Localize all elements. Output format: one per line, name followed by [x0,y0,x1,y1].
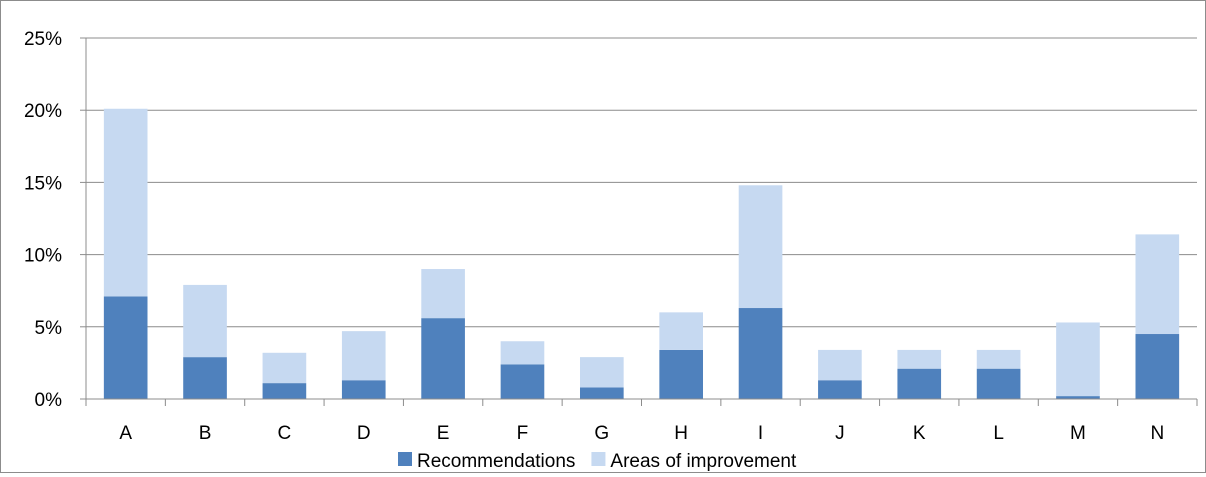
legend-label-areas-of-improvement: Areas of improvement [610,451,797,472]
x-tick-label: N [1150,423,1164,444]
bar-areas-of-improvement-g [579,357,624,388]
bar-recommendations-d [341,380,386,399]
x-tick-label: G [594,423,609,444]
x-tick-label: D [357,423,371,444]
bar-areas-of-improvement-c [262,352,307,384]
bar-recommendations-a [103,296,148,399]
x-tick-label: F [517,423,529,444]
x-tick-label: B [199,423,212,444]
y-tick-label: 0% [35,390,63,411]
bar-areas-of-improvement-i [738,185,783,309]
bar-recommendations-m [1056,396,1100,399]
x-tick-label: L [993,423,1004,444]
bar-recommendations-f [500,364,545,399]
bar-areas-of-improvement-b [183,284,227,358]
x-tick-label: J [835,423,845,444]
bar-areas-of-improvement-e [421,269,465,319]
bar-areas-of-improvement-k [897,349,942,369]
y-tick-label: 5% [35,318,63,339]
bar-areas-of-improvement-h [659,312,704,350]
bar-recommendations-n [1135,334,1180,399]
bar-areas-of-improvement-j [818,349,862,381]
bar-areas-of-improvement-l [976,349,1021,369]
bar-recommendations-c [262,383,307,399]
bar-recommendations-j [818,380,862,399]
legend-label-recommendations: Recommendations [417,451,575,472]
y-tick-label: 15% [24,173,62,194]
bar-areas-of-improvement-m [1056,322,1100,397]
y-tick-label: 25% [24,29,62,50]
x-tick-label: H [674,423,688,444]
legend-swatch-areas-of-improvement [591,452,606,466]
legend-swatch-recommendations [398,452,412,466]
x-tick-label: K [913,423,926,444]
bar-areas-of-improvement-a [103,108,148,297]
bar-areas-of-improvement-n [1135,234,1180,335]
legend: Recommendations Areas of improvement [398,451,797,472]
y-tick-label: 10% [24,246,62,267]
bar-recommendations-l [976,368,1021,399]
bar-recommendations-h [659,349,704,399]
x-tick-label: E [437,423,450,444]
bar-recommendations-i [738,308,783,399]
gridlines [86,37,1197,328]
x-tick-label: A [119,423,132,444]
bar-recommendations-b [183,357,227,399]
axes: 0% 5% 10% 15% 20% 25% A B C D E F G H I J K L M N [24,29,1198,444]
bar-recommendations-e [421,318,465,399]
bar-areas-of-improvement-d [341,331,386,381]
x-tick-label: I [758,423,763,444]
bar-areas-of-improvement-f [500,341,545,365]
bar-recommendations-k [897,368,942,399]
y-tick-label: 20% [24,101,62,122]
x-tick-label: M [1070,423,1086,444]
x-tick-label: C [278,423,292,444]
bars [103,108,1180,399]
bar-recommendations-g [579,387,624,399]
